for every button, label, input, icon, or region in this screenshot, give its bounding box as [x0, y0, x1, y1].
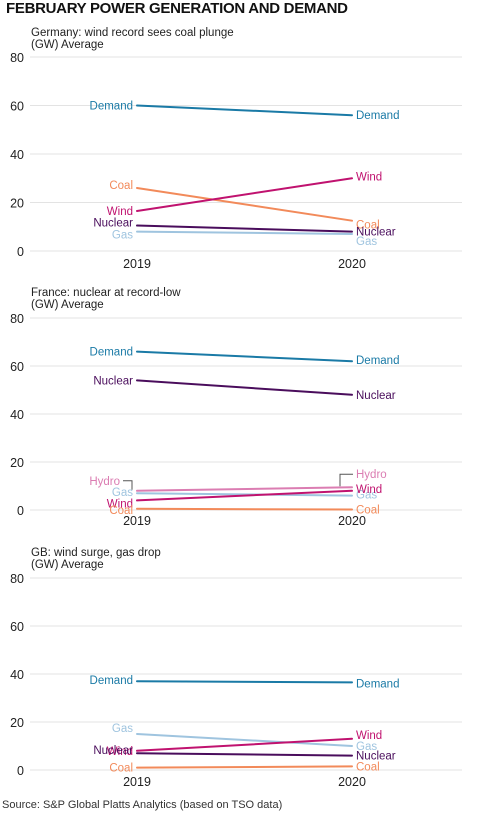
y-tick-label: 60: [10, 100, 24, 114]
series-line-demand: [136, 104, 353, 117]
series-label-right-wind: Wind: [356, 484, 382, 496]
y-tick-label: 0: [17, 245, 24, 259]
series-line-nuclear: [136, 379, 353, 396]
series-label-left-wind: Wind: [107, 206, 133, 218]
series-label-right-gas: Gas: [356, 236, 377, 248]
series-label-left-gas: Gas: [112, 487, 133, 499]
series-label-right-gas: Gas: [356, 490, 377, 502]
series-label-right-coal: Coal: [356, 505, 380, 517]
series-line-gas: [136, 230, 353, 236]
series-label-right-demand: Demand: [356, 110, 399, 122]
y-tick-label: 80: [10, 312, 24, 326]
series-line-wind: [136, 737, 353, 752]
series-line-gas: [136, 733, 353, 747]
series-label-left-coal: Coal: [109, 763, 133, 775]
series-label-left-nuclear: Nuclear: [93, 375, 133, 387]
series-label-right-demand: Demand: [356, 678, 399, 690]
series-label-left-demand: Demand: [90, 101, 133, 113]
series-label-right-gas: Gas: [356, 741, 377, 753]
series-label-left-nuclear: Nuclear: [93, 218, 133, 230]
series-label-left-demand: Demand: [90, 675, 133, 687]
y-tick-label: 20: [10, 716, 24, 730]
series-label-left-wind: Wind: [107, 746, 133, 758]
x-tick-label: 2019: [123, 257, 151, 271]
series-label-right-coal: Coal: [356, 761, 380, 773]
series-line-nuclear: [136, 224, 353, 233]
panel-title: France: nuclear at record-low: [31, 287, 181, 299]
series-line-demand: [136, 350, 353, 363]
y-tick-label: 80: [10, 51, 24, 65]
y-tick-label: 0: [17, 504, 24, 518]
series-label-right-coal: Coal: [356, 220, 380, 232]
label-leader: [123, 480, 133, 490]
y-tick-label: 20: [10, 456, 24, 470]
x-tick-label: 2019: [123, 514, 151, 528]
panel-france: France: nuclear at record-low(GW) Averag…: [10, 287, 462, 528]
series-line-coal: [136, 765, 353, 769]
panel-germany: Germany: wind record sees coal plunge(GW…: [10, 27, 462, 271]
y-tick-label: 20: [10, 197, 24, 211]
series-label-right-nuclear: Nuclear: [356, 227, 396, 239]
panel-title: GB: wind surge, gas drop: [31, 547, 161, 559]
series-label-right-nuclear: Nuclear: [356, 390, 396, 402]
series-label-right-wind: Wind: [356, 730, 382, 742]
x-tick-label: 2020: [338, 514, 366, 528]
label-leader: [339, 473, 353, 487]
x-tick-label: 2020: [338, 775, 366, 789]
series-label-right-wind: Wind: [356, 171, 382, 183]
series-label-left-gas: Gas: [112, 230, 133, 242]
series-label-left-wind: Wind: [107, 498, 133, 510]
series-line-gas: [136, 492, 353, 497]
x-tick-label: 2020: [338, 257, 366, 271]
y-tick-label: 40: [10, 668, 24, 682]
series-line-wind: [136, 489, 353, 502]
y-tick-label: 60: [10, 360, 24, 374]
y-tick-label: 60: [10, 620, 24, 634]
series-line-coal: [136, 507, 353, 511]
series-label-left-nuclear: Nuclear: [93, 745, 133, 757]
series-label-right-nuclear: Nuclear: [356, 751, 396, 763]
y-tick-label: 80: [10, 572, 24, 586]
page-title: FEBRUARY POWER GENERATION AND DEMAND: [6, 0, 348, 17]
panel-gb: GB: wind surge, gas drop(GW) Average 0 20 4…: [10, 547, 462, 789]
y-axis-label: (GW) Average: [31, 39, 104, 51]
series-label-left-coal: Coal: [109, 505, 133, 517]
source-note: Source: S&P Global Platts Analytics (bas…: [2, 799, 283, 811]
y-axis-label: (GW) Average: [31, 299, 104, 311]
x-tick-label: 2019: [123, 775, 151, 789]
series-line-demand: [136, 680, 353, 684]
series-label-left-demand: Demand: [90, 347, 133, 359]
y-tick-label: 40: [10, 408, 24, 422]
series-label-left-hydro: Hydro: [89, 476, 120, 488]
series-label-right-demand: Demand: [356, 355, 399, 367]
panel-title: Germany: wind record sees coal plunge: [31, 27, 234, 39]
series-label-left-gas: Gas: [112, 723, 133, 735]
y-tick-label: 0: [17, 764, 24, 778]
y-tick-label: 40: [10, 148, 24, 162]
series-line-nuclear: [136, 752, 353, 757]
series-label-left-coal: Coal: [109, 180, 133, 192]
series-line-hydro: [136, 486, 353, 492]
series-line-wind: [136, 177, 353, 212]
y-axis-label: (GW) Average: [31, 559, 104, 571]
series-label-right-hydro: Hydro: [356, 469, 387, 481]
series-line-coal: [136, 186, 353, 222]
